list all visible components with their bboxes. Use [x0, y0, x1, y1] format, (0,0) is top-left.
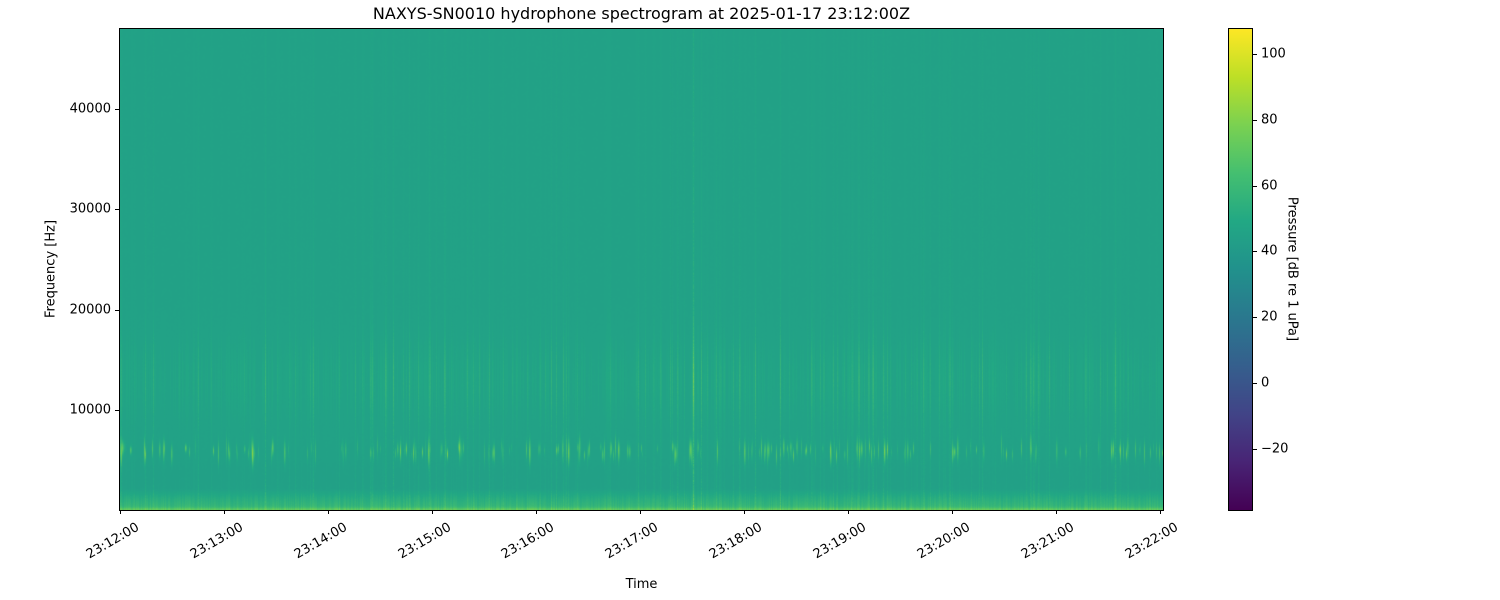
x-tick-label: 23:13:00 — [187, 520, 246, 563]
plot-area — [119, 28, 1164, 511]
colorbar-tick-mark — [1253, 185, 1257, 187]
colorbar-tick-label: 0 — [1261, 375, 1270, 391]
colorbar-tick-label: 60 — [1261, 178, 1278, 193]
colorbar-tick-label: 40 — [1261, 243, 1278, 259]
chart-title: NAXYS-SN0010 hydrophone spectrogram at 2… — [372, 4, 911, 23]
x-tick-mark — [224, 510, 225, 514]
x-tick-mark — [1055, 510, 1057, 514]
y-tick-mark — [115, 209, 119, 211]
colorbar-tick-label: 100 — [1261, 46, 1286, 62]
x-tick-mark — [327, 510, 329, 514]
y-tick-label: 40000 — [69, 101, 111, 117]
x-tick-mark — [847, 510, 849, 514]
y-tick-label: 10000 — [69, 402, 111, 418]
colorbar — [1228, 28, 1253, 511]
y-axis-label: Frequency [Hz] — [43, 219, 59, 319]
y-tick-label: 30000 — [69, 201, 111, 217]
x-tick-label: 23:14:00 — [291, 520, 350, 563]
x-tick-label: 23:17:00 — [603, 520, 662, 563]
y-tick-mark — [115, 109, 119, 111]
x-tick-label: 23:22:00 — [1122, 520, 1181, 563]
x-tick-mark — [639, 510, 641, 514]
x-tick-label: 23:12:00 — [83, 520, 142, 563]
spectrogram-heatmap — [120, 29, 1163, 510]
x-tick-mark — [743, 510, 745, 514]
colorbar-tick-mark — [1253, 251, 1257, 253]
x-tick-mark — [431, 510, 433, 514]
colorbar-label: Pressure [dB re 1 uPa] — [1284, 196, 1300, 342]
x-tick-mark — [951, 510, 953, 514]
x-axis-label: Time — [625, 577, 658, 592]
colorbar-gradient — [1229, 29, 1252, 510]
y-tick-mark — [115, 309, 119, 311]
colorbar-tick-label: 80 — [1261, 112, 1278, 128]
colorbar-tick-mark — [1253, 449, 1257, 451]
x-tick-label: 23:19:00 — [811, 520, 870, 563]
x-tick-mark — [1159, 510, 1161, 514]
colorbar-tick-label: −20 — [1261, 441, 1289, 457]
colorbar-tick-mark — [1253, 53, 1257, 55]
colorbar-tick-label: 20 — [1261, 309, 1278, 325]
colorbar-tick-mark — [1253, 119, 1257, 121]
x-tick-mark — [535, 510, 537, 514]
x-tick-label: 23:18:00 — [707, 520, 766, 563]
colorbar-tick-mark — [1253, 383, 1257, 385]
colorbar-tick-mark — [1253, 317, 1257, 319]
x-tick-mark — [120, 510, 121, 514]
x-tick-label: 23:21:00 — [1019, 520, 1078, 563]
x-tick-label: 23:20:00 — [915, 520, 974, 563]
y-tick-label: 20000 — [69, 302, 111, 318]
x-tick-label: 23:15:00 — [395, 520, 454, 563]
x-tick-label: 23:16:00 — [499, 520, 558, 563]
y-tick-mark — [115, 409, 119, 411]
